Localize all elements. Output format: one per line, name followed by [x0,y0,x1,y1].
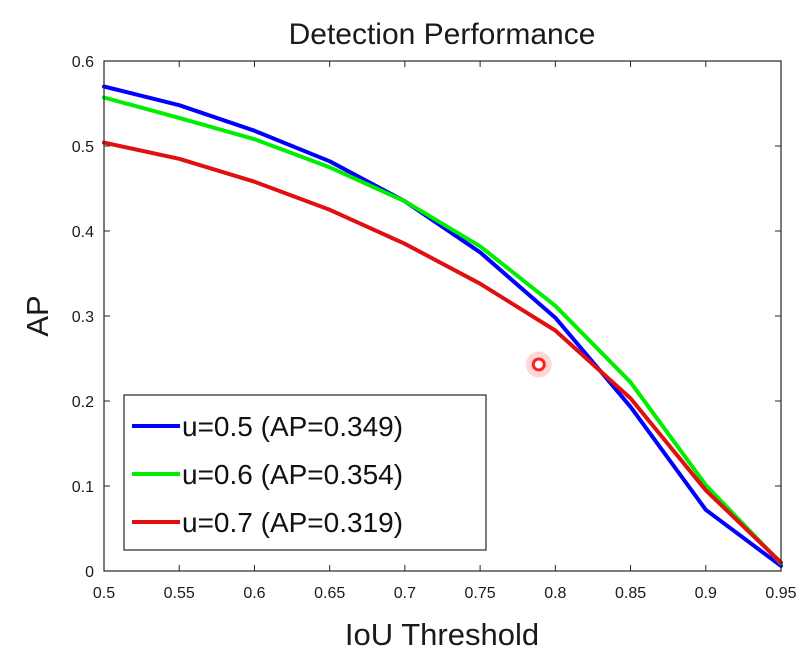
x-tick-label: 0.9 [695,585,717,602]
y-tick-label: 0.4 [72,224,94,241]
x-axis-label: IoU Threshold [345,617,539,652]
y-tick-label: 0 [85,564,94,581]
x-tick-label: 0.55 [164,585,195,602]
series-layer [102,84,783,568]
x-tick-label: 0.65 [314,585,345,602]
x-tick-label: 0.95 [765,585,796,602]
chart-title: Detection Performance [289,18,596,51]
x-tick-label: 0.75 [465,585,496,602]
marker-layer [525,351,552,378]
series-line-3 [102,140,783,565]
legend-entry-2: u=0.6 (AP=0.354) [182,459,403,490]
series-line-1 [102,84,783,568]
legend-entry-1: u=0.5 (AP=0.349) [182,411,403,442]
series-line-2 [102,95,783,566]
y-axis-label: AP [20,295,55,336]
legend: u=0.5 (AP=0.349) u=0.6 (AP=0.354) u=0.7 (A… [123,394,487,551]
data-point-marker [531,357,546,372]
axis-ticks: 0.5 0.55 0.6 0.65 0.7 0.75 0.8 0.85 0.9 0.95 0 0.1 0… [72,54,797,602]
y-tick-label: 0.1 [72,479,94,496]
legend-box [123,394,487,551]
legend-entry-3: u=0.7 (AP=0.319) [182,507,403,538]
y-tick-label: 0.2 [72,394,94,411]
y-tick-label: 0.3 [72,309,94,326]
x-tick-label: 0.5 [93,585,115,602]
x-tick-label: 0.85 [615,585,646,602]
y-tick-label: 0.6 [72,54,94,71]
plot-area-frame [103,60,782,572]
x-tick-label: 0.6 [243,585,265,602]
x-tick-label: 0.8 [544,585,566,602]
y-tick-label: 0.5 [72,139,94,156]
x-tick-label: 0.7 [394,585,416,602]
